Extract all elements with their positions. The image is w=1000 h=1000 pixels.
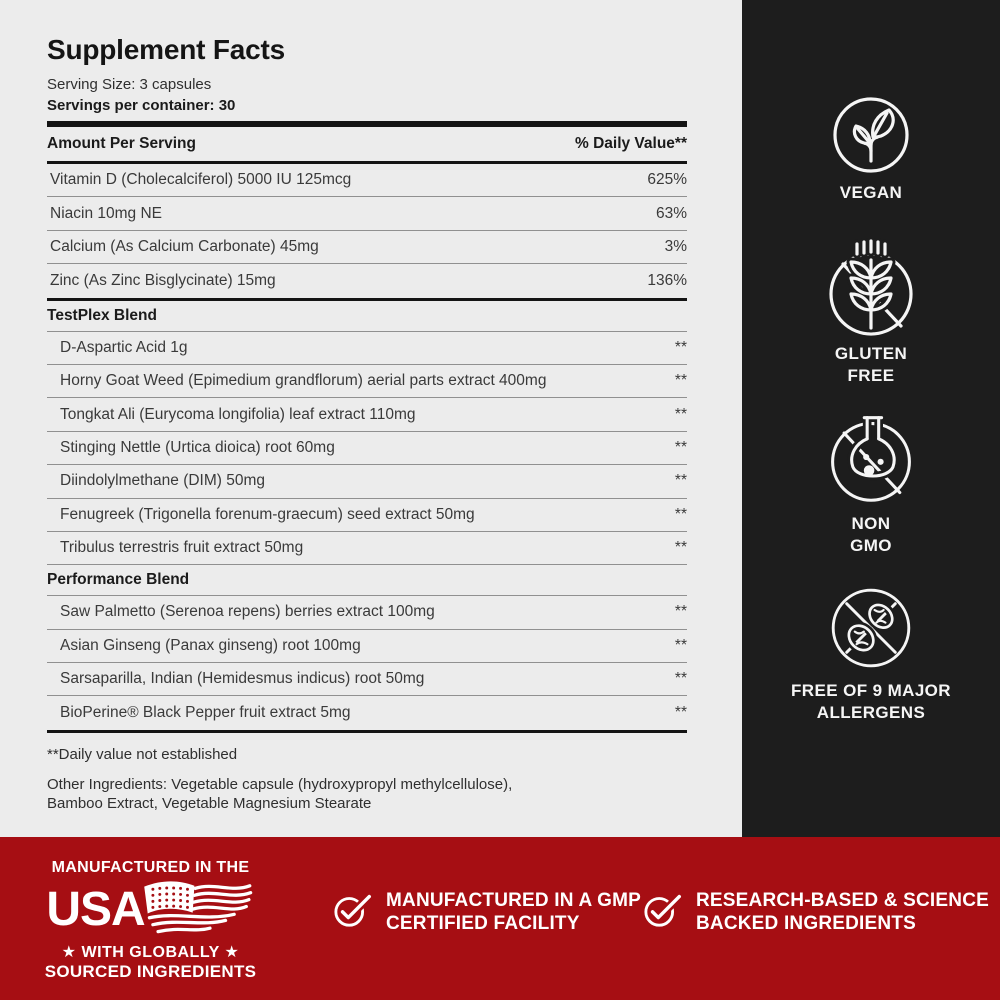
- table-row: Fenugreek (Trigonella forenum-graecum) s…: [47, 499, 687, 532]
- ingredient-name: Diindolylmethane (DIM) 50mg: [60, 472, 266, 490]
- usa-wordmark: USA: [46, 883, 145, 936]
- ingredient-dv: **: [674, 670, 687, 688]
- table-row: BioPerine® Black Pepper fruit extract 5m…: [47, 696, 687, 729]
- usa-flag-icon: [143, 881, 252, 934]
- bottom-banner: MANUFACTURED IN THE USA: [0, 837, 1000, 1000]
- nutrient-dv: 625%: [647, 171, 687, 189]
- table-row: Stinging Nettle (Urtica dioica) root 60m…: [47, 432, 687, 466]
- badge-label-line: FREE OF 9 MAJOR: [791, 681, 951, 700]
- ingredient-dv: **: [674, 372, 687, 390]
- table-row: Sarsaparilla, Indian (Hemidesmus indicus…: [47, 663, 687, 697]
- table-row: Saw Palmetto (Serenoa repens) berries ex…: [47, 596, 687, 630]
- nutrient-dv: 3%: [664, 237, 687, 255]
- ingredient-name: Sarsaparilla, Indian (Hemidesmus indicus…: [60, 670, 425, 688]
- globally-sourced-line1: ★ WITH GLOBALLY ★: [61, 944, 240, 961]
- globally-sourced-line2: SOURCED INGREDIENTS: [44, 962, 257, 981]
- ingredient-name: Tribulus terrestris fruit extract 50mg: [60, 539, 304, 557]
- ingredient-dv: **: [674, 603, 687, 621]
- gmp-certified-item: MANUFACTURED IN A GMP CERTIFIED FACILITY: [333, 889, 641, 935]
- ingredient-dv: **: [674, 539, 687, 557]
- ingredient-dv: **: [674, 405, 687, 423]
- non-gmo-flask-icon: [831, 413, 911, 502]
- ingredient-name: Fenugreek (Trigonella forenum-graecum) s…: [60, 505, 475, 523]
- double-rule: [47, 121, 687, 127]
- ingredient-dv: **: [674, 636, 687, 654]
- supplement-facts-panel: Supplement Facts Serving Size: 3 capsule…: [47, 34, 687, 812]
- thick-rule: [47, 729, 687, 733]
- badge-label-line: VEGAN: [839, 183, 903, 202]
- table-row: Diindolylmethane (DIM) 50mg **: [47, 465, 687, 499]
- made-in-usa-block: MANUFACTURED IN THE USA: [28, 859, 273, 982]
- daily-value-footnote: **Daily value not established: [47, 745, 238, 763]
- badge-sidebar: VEGAN: [742, 0, 1000, 837]
- badge-non-gmo: NON GMO: [742, 410, 1000, 557]
- ingredient-name: Asian Ginseng (Panax ginseng) root 100mg: [60, 636, 361, 654]
- ingredient-dv: **: [674, 505, 687, 523]
- page-title: Supplement Facts: [47, 34, 285, 65]
- allergen-free-peanut-icon: [831, 588, 911, 668]
- thick-rule: [47, 161, 687, 164]
- check-circle-icon: [644, 892, 684, 927]
- research-backed-item: RESEARCH-BASED & SCIENCE BACKED INGREDIE…: [643, 889, 989, 935]
- made-in-usa-line1: MANUFACTURED IN THE: [51, 859, 250, 876]
- other-ingredients: Other Ingredients: Vegetable capsule (hy…: [47, 775, 513, 812]
- gmp-certified-text: MANUFACTURED IN A GMP CERTIFIED FACILITY: [386, 890, 642, 935]
- nutrient-name: Calcium (As Calcium Carbonate) 45mg: [50, 237, 319, 255]
- badge-gluten-free: GLUTEN FREE: [742, 238, 1000, 387]
- table-row: Tribulus terrestris fruit extract 50mg *…: [47, 532, 687, 566]
- table-row: Asian Ginseng (Panax ginseng) root 100mg…: [47, 630, 687, 664]
- ingredient-name: Saw Palmetto (Serenoa repens) berries ex…: [60, 603, 435, 621]
- table-row: Zinc (As Zinc Bisglycinate) 15mg 136%: [47, 264, 687, 297]
- ingredient-name: Stinging Nettle (Urtica dioica) root 60m…: [60, 438, 335, 456]
- ingredient-name: D-Aspartic Acid 1g: [60, 338, 188, 356]
- table-header-row: Amount Per Serving % Daily Value**: [47, 127, 687, 161]
- nutrient-name: Zinc (As Zinc Bisglycinate) 15mg: [50, 271, 276, 289]
- check-circle-icon: [334, 892, 374, 927]
- nutrient-name: Niacin 10mg NE: [50, 204, 162, 222]
- ingredient-dv: **: [674, 438, 687, 456]
- ingredient-dv: **: [674, 704, 687, 722]
- badge-label-line: ALLERGENS: [816, 703, 926, 723]
- ingredient-name: Horny Goat Weed (Epimedium grandflorum) …: [60, 372, 547, 390]
- ingredient-name: Tongkat Ali (Eurycoma longifolia) leaf e…: [60, 405, 416, 423]
- badge-label-line: GLUTEN: [834, 344, 908, 363]
- ingredient-dv: **: [674, 338, 687, 356]
- table-row: Tongkat Ali (Eurycoma longifolia) leaf e…: [47, 398, 687, 432]
- nutrient-dv: 136%: [647, 271, 687, 289]
- badge-allergen-free: FREE OF 9 MAJOR ALLERGENS: [742, 583, 1000, 724]
- table-row: Calcium (As Calcium Carbonate) 45mg 3%: [47, 231, 687, 265]
- table-row: Horny Goat Weed (Epimedium grandflorum) …: [47, 365, 687, 399]
- table-row: D-Aspartic Acid 1g **: [47, 332, 687, 365]
- nutrient-name: Vitamin D (Cholecalciferol) 5000 IU 125m…: [50, 171, 352, 189]
- serving-size: Serving Size: 3 capsules: [47, 76, 212, 93]
- column-daily-value: % Daily Value**: [574, 135, 687, 152]
- servings-per-container: Servings per container: 30: [47, 97, 236, 114]
- badge-label-line: FREE: [847, 366, 895, 386]
- column-amount-per-serving: Amount Per Serving: [47, 135, 196, 152]
- badge-vegan: VEGAN: [742, 95, 1000, 204]
- nutrient-dv: 63%: [655, 204, 687, 222]
- vegan-plant-icon: [833, 97, 909, 173]
- blend-header: TestPlex Blend: [47, 301, 687, 332]
- badge-label-line: GMO: [850, 536, 892, 556]
- table-row: Vitamin D (Cholecalciferol) 5000 IU 125m…: [47, 164, 687, 198]
- gluten-free-wheat-icon: [829, 238, 913, 336]
- blend-header: Performance Blend: [47, 565, 687, 597]
- thick-rule: [47, 297, 687, 301]
- ingredient-name: BioPerine® Black Pepper fruit extract 5m…: [60, 704, 351, 722]
- research-backed-text: RESEARCH-BASED & SCIENCE BACKED INGREDIE…: [696, 890, 990, 935]
- badge-label-line: NON: [851, 514, 891, 533]
- ingredient-dv: **: [674, 472, 687, 490]
- table-row: Niacin 10mg NE 63%: [47, 197, 687, 231]
